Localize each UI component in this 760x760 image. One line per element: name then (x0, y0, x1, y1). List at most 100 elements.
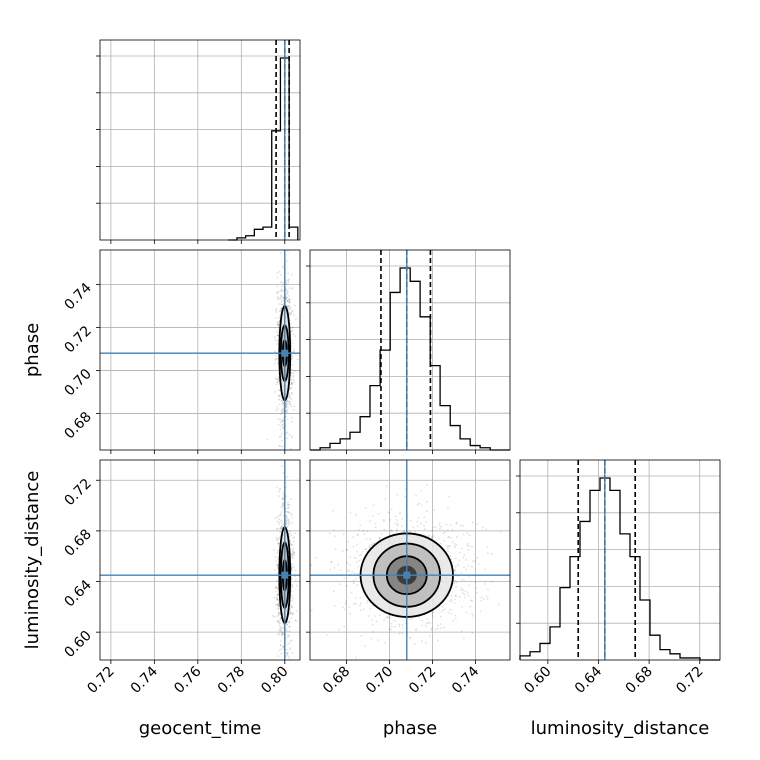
sample-point (288, 393, 291, 396)
sample-point (471, 545, 473, 548)
sample-point (287, 519, 290, 522)
sample-point (290, 416, 293, 419)
sample-point (432, 611, 435, 614)
sample-point (288, 301, 291, 303)
sample-point (326, 634, 329, 636)
sample-point (291, 613, 294, 616)
sample-point (458, 596, 461, 598)
sample-point (463, 593, 466, 596)
sample-point (290, 386, 293, 389)
sample-point (280, 648, 282, 651)
sample-point (276, 343, 279, 345)
sample-point (471, 599, 473, 602)
sample-point (275, 381, 278, 384)
sample-point (434, 525, 437, 528)
sample-point (449, 536, 452, 539)
truth-marker (281, 349, 289, 357)
sample-point (290, 378, 293, 381)
sample-point (424, 641, 427, 644)
panel-frame (519, 459, 721, 661)
sample-point (374, 526, 377, 529)
sample-point (357, 565, 360, 568)
sample-point (293, 553, 296, 556)
sample-point (280, 251, 282, 254)
sample-point (274, 377, 277, 380)
sample-point (276, 594, 279, 596)
sample-point (290, 612, 293, 615)
sample-point (280, 296, 283, 299)
sample-point (287, 511, 290, 514)
sample-point (454, 594, 457, 597)
sample-point (287, 656, 290, 658)
sample-point (484, 568, 486, 571)
sample-point (276, 603, 279, 606)
sample-point (390, 623, 393, 625)
sample-point (277, 620, 280, 623)
sample-point (433, 509, 436, 511)
sample-point (486, 597, 489, 600)
sample-point (384, 641, 386, 644)
sample-point (290, 339, 293, 342)
sample-point (277, 593, 279, 596)
sample-point (290, 590, 293, 593)
sample-point (289, 401, 292, 403)
sample-point (339, 569, 342, 572)
sample-point (442, 532, 445, 535)
sample-point (278, 303, 280, 305)
sample-point (286, 652, 289, 655)
sample-point (292, 371, 294, 374)
sample-point (434, 628, 437, 631)
sample-point (279, 290, 282, 292)
sample-point (288, 287, 291, 290)
sample-point (430, 628, 432, 631)
sample-point (439, 527, 441, 530)
sample-point (275, 585, 278, 588)
sample-point (281, 631, 284, 634)
sample-point (359, 602, 362, 605)
sample-point (280, 303, 283, 306)
sample-point (285, 403, 288, 406)
sample-point (279, 640, 282, 642)
sample-point (291, 606, 294, 609)
sample-point (287, 298, 290, 301)
sample-point (276, 527, 279, 530)
sample-point (277, 602, 280, 605)
sample-point (423, 528, 426, 530)
sample-point (286, 300, 289, 303)
sample-point (450, 613, 453, 615)
sample-point (281, 424, 284, 426)
sample-point (280, 301, 283, 303)
sample-point (279, 297, 282, 300)
sample-point (285, 402, 288, 405)
sample-point (373, 542, 375, 545)
sample-point (444, 608, 446, 611)
sample-point (349, 564, 351, 566)
sample-point (291, 273, 293, 276)
sample-point (276, 528, 278, 531)
panel-frame (309, 459, 511, 661)
sample-point (369, 520, 371, 523)
sample-point (288, 533, 291, 535)
sample-point (466, 544, 469, 547)
sample-point (446, 545, 449, 548)
sample-point (276, 516, 279, 519)
sample-point (385, 485, 388, 488)
sample-point (277, 538, 280, 540)
sample-point (462, 592, 464, 594)
sample-point (356, 561, 359, 563)
sample-point (288, 298, 291, 301)
sample-point (290, 330, 293, 333)
x-axis-label-phase: phase (383, 718, 437, 739)
sample-point (277, 565, 279, 567)
sample-point (276, 597, 278, 600)
sample-point (371, 623, 374, 626)
sample-point (279, 488, 282, 490)
sample-point (282, 412, 284, 415)
sample-point (282, 289, 284, 292)
sample-point (453, 582, 456, 585)
sample-point (465, 611, 468, 614)
sample-point (439, 623, 442, 626)
sample-point (276, 272, 279, 274)
sample-point (453, 542, 456, 545)
sample-point (280, 288, 283, 291)
